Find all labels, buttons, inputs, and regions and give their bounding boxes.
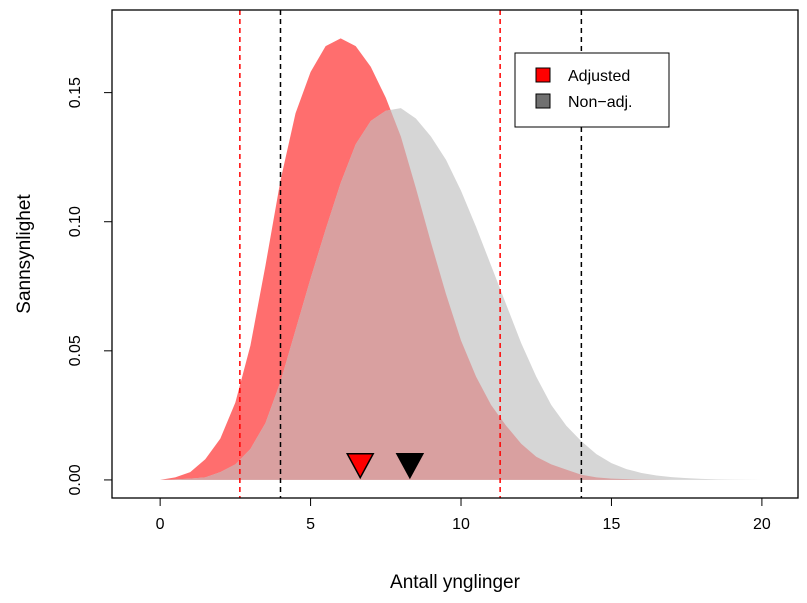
y-tick-label-3: 0.15 (67, 77, 84, 108)
x-tick-label-1: 5 (306, 516, 315, 533)
legend: Adjusted Non−adj. (514, 52, 670, 128)
y-tick-label-1: 0.05 (67, 335, 84, 366)
axes: 0 5 10 15 20 0.00 0.05 0.10 0.15 Antall ynglinger… (14, 9, 799, 593)
x-tick-label-0: 0 (156, 516, 165, 533)
marker-0 (345, 452, 375, 480)
y-tick-label-0: 0.00 (67, 464, 84, 495)
legend-swatch-1 (535, 93, 551, 109)
x-tick-label-3: 15 (603, 516, 621, 533)
y-tick-label-2: 0.10 (67, 206, 84, 237)
x-axis-label: Antall ynglinger (390, 572, 521, 593)
legend-swatch-0 (535, 67, 551, 83)
marker-1 (395, 452, 425, 480)
x-tick-label-4: 20 (753, 516, 771, 533)
y-axis-label: Sannsynlighet (14, 194, 35, 314)
legend-box (514, 52, 670, 128)
plot-area (160, 10, 762, 498)
legend-label-0: Adjusted (568, 68, 630, 85)
legend-label-1: Non−adj. (568, 94, 633, 111)
x-tick-label-2: 10 (452, 516, 470, 533)
